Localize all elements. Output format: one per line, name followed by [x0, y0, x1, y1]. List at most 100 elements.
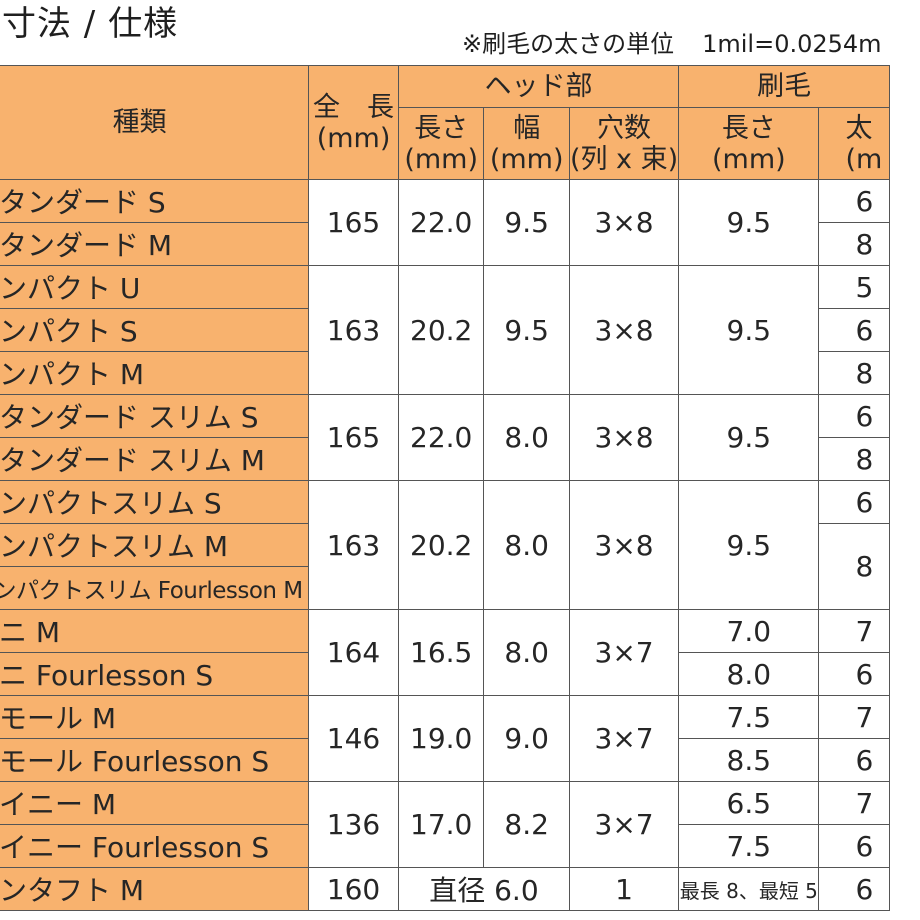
head-width-cell: 8.0 [483, 480, 570, 610]
total-length-cell: 165 [308, 394, 399, 481]
bristle-thickness-cell: 6 [818, 308, 890, 352]
row-type-name: スモール Fourlesson S [0, 738, 310, 782]
head-width-cell: 9.5 [483, 265, 570, 395]
header-bristle-length-label: 長さ [721, 112, 776, 144]
header-bristle-length-unit: (mm) [711, 143, 786, 175]
header-bristle-length: 長さ (mm) [678, 107, 820, 180]
header-head-length-unit: (mm) [404, 143, 479, 175]
unit-note-label: ※刷毛の太さの単位 [462, 30, 675, 58]
bristle-thickness-cell: 6 [818, 824, 890, 868]
bristle-thickness-cell: 8 [818, 523, 890, 610]
head-length-cell: 22.0 [397, 179, 485, 266]
head-length-cell: 20.2 [397, 480, 485, 610]
row-type-name: スタンダード M [0, 222, 310, 266]
header-holes-unit: (列 x 束) [569, 143, 679, 175]
header-total-length-label: 全 長 [313, 91, 395, 123]
row-type-name: コンパクトスリム Fourlesson M [0, 566, 310, 610]
bristle-thickness-cell: 8 [818, 351, 890, 395]
bristle-thickness-cell: 6 [818, 480, 890, 524]
bristle-length-cell: 9.5 [678, 265, 820, 395]
header-head-width: 幅 (mm) [483, 107, 570, 180]
header-head-width-unit: (mm) [489, 143, 564, 175]
bristle-thickness-cell: 7 [818, 781, 890, 825]
bristle-length-cell: 7.5 [678, 824, 820, 868]
holes-cell: 3×8 [568, 394, 680, 481]
row-type-name: コンパクトスリム M [0, 523, 310, 567]
holes-cell: 3×8 [568, 480, 680, 610]
row-type-name: スタンダード S [0, 179, 310, 223]
bristle-thickness-cell: 6 [818, 394, 890, 438]
total-length-cell: 165 [308, 179, 399, 266]
row-type-name: スタンダード スリム M [0, 437, 310, 481]
bristle-thickness-cell: 5 [818, 265, 890, 309]
row-type-name: スタンダード スリム S [0, 394, 310, 438]
total-length-cell: 163 [308, 265, 399, 395]
total-length-cell: 146 [308, 695, 399, 782]
row-type-name: ワンタフト M [0, 867, 310, 911]
header-bristle-thickness: 太 (m [818, 107, 890, 180]
total-length-cell: 164 [308, 609, 399, 696]
header-head-group: ヘッド部 [397, 65, 680, 108]
bristle-length-cell: 6.5 [678, 781, 820, 825]
bristle-thickness-cell: 6 [818, 867, 890, 911]
bristle-thickness-cell: 7 [818, 695, 890, 739]
bristle-length-cell: 8.5 [678, 738, 820, 782]
header-holes-label: 穴数 [597, 112, 652, 144]
header-head-length-label: 長さ [414, 112, 469, 144]
head-length-cell: 16.5 [397, 609, 485, 696]
header-bristle-group: 刷毛 [678, 65, 890, 108]
row-type-name: コンパクト S [0, 308, 310, 352]
head-length-cell: 22.0 [397, 394, 485, 481]
holes-cell: 3×8 [568, 265, 680, 395]
unit-note-conversion: 1mil=0.0254m [702, 30, 882, 58]
total-length-cell: 160 [308, 867, 399, 911]
bristle-length-cell: 最長 8、最短 5 [678, 867, 820, 911]
total-length-cell: 136 [308, 781, 399, 868]
page-title: 寸法 / 仕様 [2, 4, 179, 44]
header-head-width-label: 幅 [513, 112, 541, 144]
head-width-cell: 9.0 [483, 695, 570, 782]
head-width-cell: 8.2 [483, 781, 570, 868]
header-total-length-unit: (mm) [316, 122, 391, 154]
holes-cell: 3×7 [568, 695, 680, 782]
header-head-length: 長さ (mm) [397, 107, 485, 180]
head-width-cell: 8.0 [483, 394, 570, 481]
bristle-length-cell: 7.0 [678, 609, 820, 653]
holes-cell: 1 [568, 867, 680, 911]
head-length-cell: 17.0 [397, 781, 485, 868]
bristle-length-cell: 9.5 [678, 480, 820, 610]
bristle-thickness-cell: 6 [818, 179, 890, 223]
header-total-length: 全 長 (mm) [308, 65, 399, 180]
head-diameter-cell: 直径 6.0 [397, 867, 570, 911]
bristle-thickness-cell: 6 [818, 652, 890, 696]
row-type-name: スモール M [0, 695, 310, 739]
head-width-cell: 8.0 [483, 609, 570, 696]
holes-cell: 3×7 [568, 781, 680, 868]
header-bristle-thickness-unit: (m [845, 143, 883, 175]
header-bristle-thickness-label: 太 [845, 112, 873, 144]
bristle-thickness-cell: 7 [818, 609, 890, 653]
head-width-cell: 9.5 [483, 179, 570, 266]
bristle-length-cell: 9.5 [678, 394, 820, 481]
holes-cell: 3×8 [568, 179, 680, 266]
total-length-cell: 163 [308, 480, 399, 610]
bristle-thickness-cell: 6 [818, 738, 890, 782]
header-holes: 穴数 (列 x 束) [568, 107, 680, 180]
unit-note: ※刷毛の太さの単位 1mil=0.0254m [462, 24, 882, 59]
bristle-thickness-cell: 8 [818, 222, 890, 266]
row-type-name: コンパクトスリム S [0, 480, 310, 524]
header-type: 種類 [0, 65, 310, 180]
row-type-name: ミニ M [0, 609, 310, 653]
row-type-name: ミニ Fourlesson S [0, 652, 310, 696]
head-length-cell: 20.2 [397, 265, 485, 395]
bristle-length-cell: 9.5 [678, 179, 820, 266]
row-type-name: タイニー M [0, 781, 310, 825]
bristle-length-cell: 8.0 [678, 652, 820, 696]
row-type-name: タイニー Fourlesson S [0, 824, 310, 868]
row-type-name: コンパクト M [0, 351, 310, 395]
row-type-name: コンパクト U [0, 265, 310, 309]
holes-cell: 3×7 [568, 609, 680, 696]
spec-table: 種類 全 長 (mm) ヘッド部 刷毛 長さ (mm) 幅 (mm) 穴数 (列… [0, 65, 890, 911]
bristle-length-cell: 7.5 [678, 695, 820, 739]
head-length-cell: 19.0 [397, 695, 485, 782]
